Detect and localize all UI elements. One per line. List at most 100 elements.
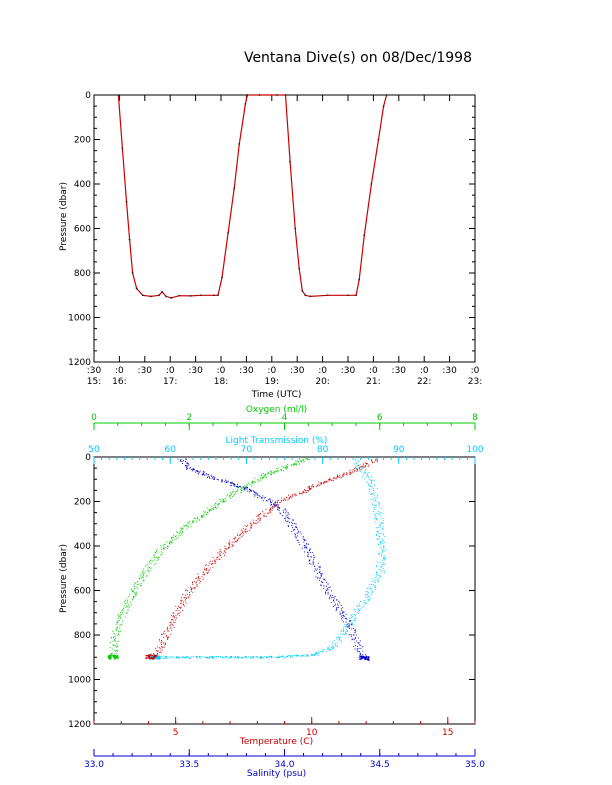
oxygen-point [125,612,127,614]
transmission-point [374,518,376,520]
temperature-point [313,486,315,488]
temperature-point [316,485,318,487]
salinity-point [205,474,207,476]
temperature-point [239,537,241,539]
oxygen-point [192,521,194,523]
transmission-point [358,460,360,462]
transmission-point [330,648,332,650]
oxygen-point [142,574,145,576]
transmission-point [332,645,334,647]
temperature-point [368,464,370,466]
oxygen-point [154,564,156,566]
temperature-point [250,527,252,529]
oxygen-point [162,545,164,547]
transmission-point [262,657,264,659]
temperature-point [272,506,274,508]
temperature-point [175,614,177,616]
transmission-point [382,522,384,524]
salinity-point [309,548,311,550]
temperature-point [364,464,366,467]
salinity-point [348,623,350,625]
x-tick-label: :0 [369,366,378,376]
salinity-point [294,522,296,525]
temperature-point [203,568,205,571]
temperature-point [229,540,231,542]
temperature-point [170,621,172,623]
salinity-point [213,478,215,480]
oxygen-point [111,648,113,650]
oxygen-point [213,504,215,506]
transmission-point [379,526,381,528]
oxygen-point [187,526,190,528]
salinity-point [301,547,303,549]
transmission-point [201,656,203,658]
transmission-point [161,657,163,659]
oxygen-point [118,631,120,633]
dive-profile-line [117,94,388,299]
oxygen-point [163,543,165,545]
temperature-point [167,636,169,638]
oxygen-point [164,543,166,545]
transmission-point [358,613,360,615]
temperature-point [173,614,175,616]
transmission-point [231,656,233,658]
temperature-point [285,499,287,501]
dive-profile-point [347,294,349,297]
oxygen-point [235,493,237,495]
temperature-point [157,650,159,652]
temperature-point [237,533,239,535]
oxygen-point [263,474,266,476]
temperature-point [356,470,358,472]
transmission-point [350,616,352,619]
oxygen-point [208,511,210,513]
transmission-point [352,616,354,618]
oxygen-point [153,556,156,558]
salinity-point [185,458,188,460]
transmission-point [371,583,373,586]
oxygen-point [281,469,283,472]
temperature-point [253,522,255,525]
temperature-point [171,623,173,625]
oxygen-point [134,596,136,598]
transmission-point [363,601,365,603]
salinity-point [284,517,286,519]
salinity-point [192,470,194,472]
salinity-point [269,497,271,500]
transmission-point [367,600,369,602]
salinity-point [234,485,236,487]
dive-profile-point [212,294,215,297]
salinity-point [336,603,338,605]
dive-profile-point [158,294,160,297]
transmission-point [368,595,370,597]
temperature-point [177,609,179,611]
temperature-point [181,609,184,611]
transmission-point [372,479,374,481]
oxygen-point [201,516,203,518]
transmission-point [342,633,344,635]
transmission-point [378,553,380,555]
salinity-point [199,471,201,473]
oxygen-point [211,507,213,510]
oxygen-point [173,534,175,536]
salinity-point [208,474,210,476]
temperature-point [160,642,162,644]
oxygen-point [116,654,119,657]
temperature-point [227,547,229,549]
temperature-point [217,552,219,554]
transmission-point [373,507,375,509]
transmission-point [365,472,367,474]
transmission-point [347,622,349,624]
oxygen-point [142,572,144,574]
temperature-point [166,637,169,640]
transmission-point [158,655,161,658]
transmission-point [328,646,331,648]
transmission-point [379,546,381,548]
salinity-point [257,497,259,499]
temperature-point [331,479,333,481]
oxygen-point [165,541,168,543]
temperature-point [250,522,252,524]
temperature-point [299,493,301,495]
oxygen-point [121,612,123,614]
salinity-point [336,607,338,609]
oxygen-point [113,658,116,660]
